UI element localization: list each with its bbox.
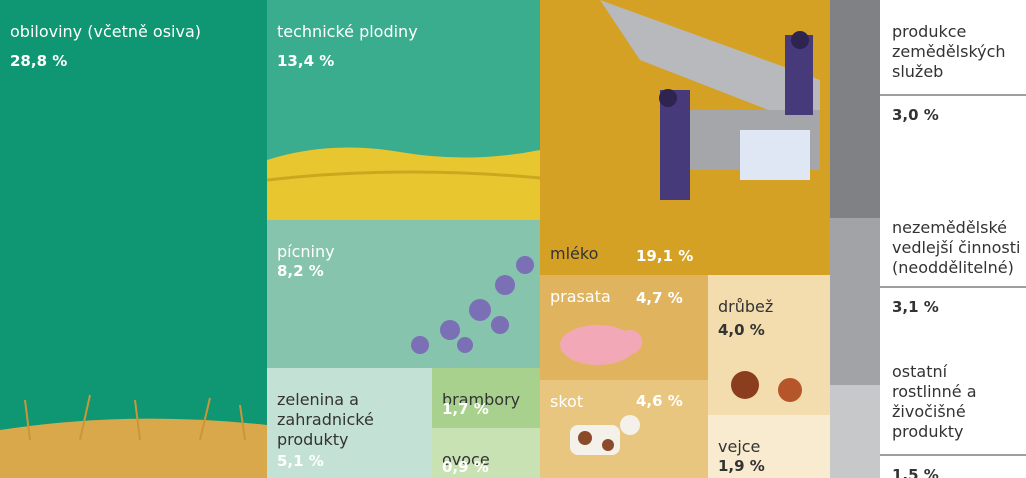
tile (0, 0, 267, 478)
tile (708, 275, 830, 415)
tile-label: mléko (550, 244, 599, 263)
tile (708, 415, 830, 478)
tile-label: prasata (550, 287, 611, 306)
value-label: 13,4 % (277, 52, 335, 70)
tile-label: vejce (718, 437, 761, 456)
tile (540, 0, 830, 275)
value-label: 5,1 % (277, 452, 324, 470)
separator (880, 94, 1026, 96)
value-label: 1,9 % (718, 457, 765, 475)
tile (267, 368, 432, 478)
tile (830, 218, 880, 385)
tile-label: pícniny (277, 242, 335, 261)
separator (880, 454, 1026, 456)
value-label: 19,1 % (636, 247, 694, 265)
value-label: 3,1 % (892, 298, 939, 316)
value-label: 0,9 % (442, 458, 489, 476)
tile-label: obiloviny (včetně osiva) (10, 22, 202, 41)
value-label: 1,5 % (892, 466, 939, 478)
value-label: 4,6 % (636, 392, 683, 410)
tile (432, 428, 540, 478)
value-label: 28,8 % (10, 52, 68, 70)
separator (880, 286, 1026, 288)
tile-label: drůbež (718, 297, 774, 316)
value-label: 4,7 % (636, 289, 683, 307)
value-label: 8,2 % (277, 262, 324, 280)
side-label: nezemědělské vedlejší činnosti (neodděli… (892, 218, 1021, 277)
tile (267, 220, 540, 368)
tile-label: technické plodiny (277, 22, 418, 41)
tile-label: ovoce (442, 450, 490, 469)
side-label: produkce zemědělských služeb (892, 22, 1006, 81)
value-label: 4,0 % (718, 321, 765, 339)
side-label: ostatní rostlinné a živočišné produkty (892, 362, 977, 441)
tile-label: zelenina a zahradnické produkty (277, 390, 374, 449)
tile (830, 0, 880, 218)
value-label: 1,7 % (442, 400, 489, 418)
tile (830, 385, 880, 478)
value-label: 3,0 % (892, 106, 939, 124)
tile-label: skot (550, 392, 584, 411)
tile (432, 368, 540, 428)
tile-label: brambory (442, 390, 521, 409)
